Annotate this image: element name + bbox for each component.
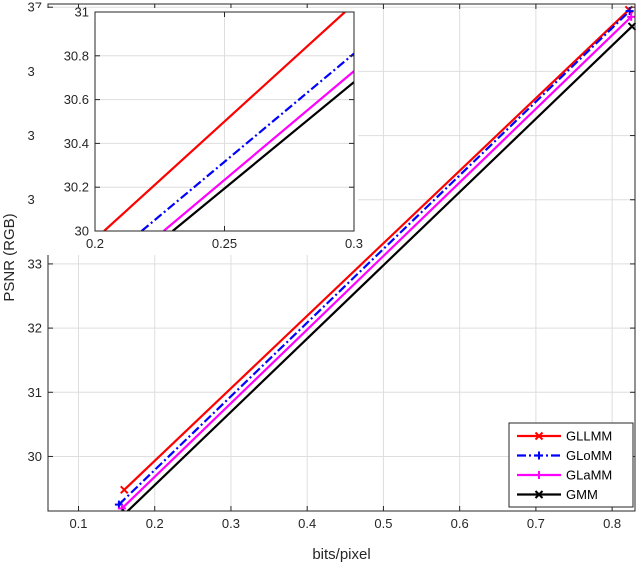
main-point-glamm: [117, 504, 126, 511]
inset-y-tick-label: 30: [75, 224, 89, 239]
main-x-tick-label: 0.4: [298, 516, 316, 531]
main-x-tick-label: 0.2: [146, 516, 164, 531]
main-plot-frame: [47, 3, 636, 512]
inset-y-tick-label: 31: [75, 5, 89, 20]
inset-y-tick-label: 30.4: [64, 136, 89, 151]
legend-marker-gmm: [534, 490, 544, 499]
legend-label-gmm: GMM: [566, 487, 598, 502]
inset-series: [103, 12, 354, 231]
main-y-tick-label: 30: [28, 449, 42, 464]
inset-y-tick-label: 30.2: [64, 180, 89, 195]
legend-label-glomm: GLoMM: [566, 448, 612, 463]
main-point-glomm: [625, 7, 634, 16]
main-x-tick-label: 0.7: [527, 516, 545, 531]
inset-x-tick-label: 0.3: [345, 236, 363, 251]
main-point-gmm: [121, 508, 130, 511]
legend-label-glamm: GLaMM: [566, 468, 612, 483]
x-axis-label: bits/pixel: [312, 546, 370, 563]
main-line-gllmm: [123, 8, 630, 491]
inset-line-glomm: [140, 52, 354, 231]
main-series: [114, 5, 637, 511]
inset-ticks: 0.2 0.25 0.3 30 30.2 30.4 30.6 30.8 31: [64, 5, 363, 252]
main-point-gmm: [627, 22, 637, 31]
main-point-gllmm: [120, 485, 129, 495]
legend-marker-glamm: [535, 471, 543, 479]
inset-line-glamm: [162, 70, 354, 231]
main-y-tick-label: 31: [28, 385, 42, 400]
main-line-glomm: [118, 10, 631, 506]
inset-line-gmm: [172, 81, 354, 231]
inset-y-tick-label: 30.8: [64, 48, 89, 63]
inset-y-tick-label: 30.6: [64, 92, 89, 107]
main-x-tick-label: 0.1: [69, 516, 87, 531]
inset-x-tick-label: 0.2: [86, 236, 104, 251]
main-y-tick-label: 32: [28, 321, 42, 336]
main-y-tick-label: 33: [28, 256, 42, 271]
main-x-tick-label: 0.6: [451, 516, 469, 531]
main-point-glamm: [627, 12, 636, 21]
legend: GLLMM GLoMM GLaMM GMM: [508, 422, 634, 508]
inset-x-tick-label: 0.25: [212, 236, 237, 251]
legend-label-gllmm: GLLMM: [566, 429, 612, 444]
inset-line-gllmm: [103, 12, 346, 231]
main-x-tick-label: 0.3: [222, 516, 240, 531]
main-x-tick-label: 0.5: [374, 516, 392, 531]
main-line-gmm: [126, 25, 633, 511]
main-x-tick-label: 0.8: [603, 516, 621, 531]
main-line-glamm: [121, 16, 632, 510]
legend-marker-glomm: [535, 451, 543, 460]
legend-marker-gllmm: [534, 431, 544, 441]
y-axis-label: PSNR (RGB): [1, 213, 18, 301]
